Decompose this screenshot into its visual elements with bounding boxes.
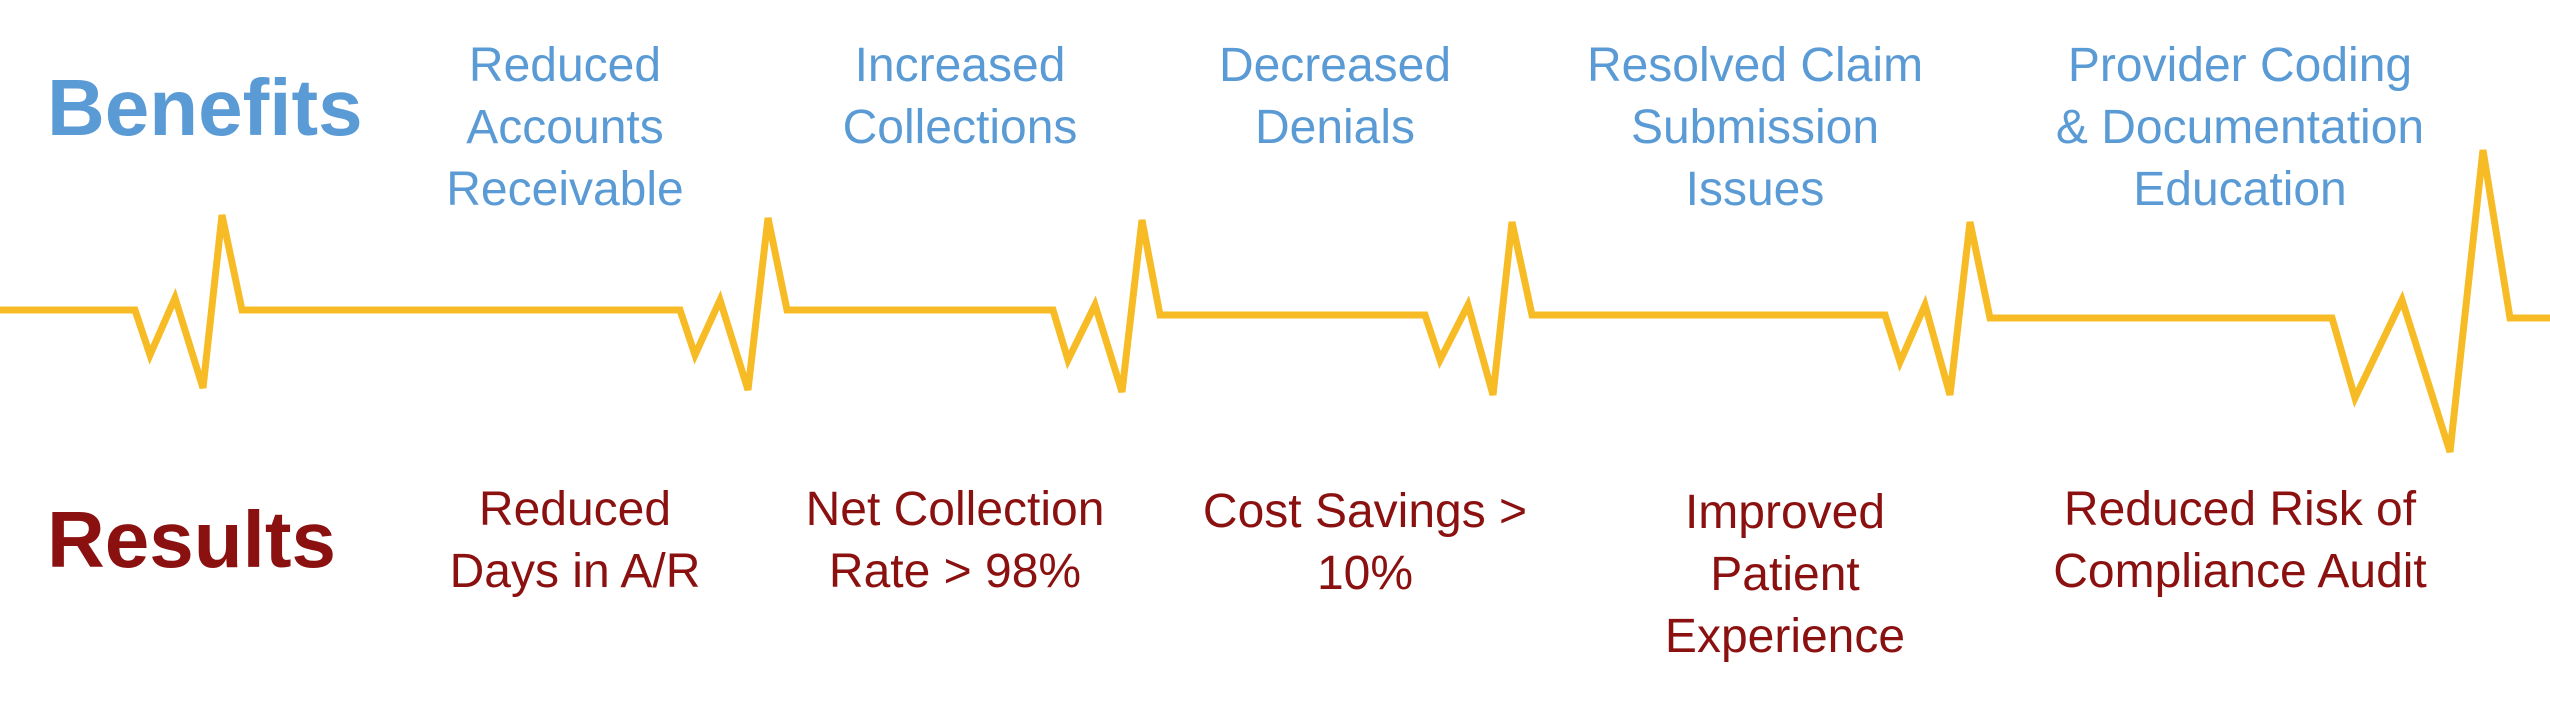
result-cost-savings: Cost Savings > 10% [1202, 485, 1528, 600]
benefits-heading: Benefits [47, 63, 363, 152]
benefit-resolved-claim-submission-issues: Resolved Claim Submission Issues [1586, 39, 1924, 216]
benefit-increased-collections: Increased Collections [842, 39, 1078, 154]
benefit-provider-coding-documentation-education: Provider Coding & Documentation Educatio… [2055, 39, 2425, 216]
benefit-reduced-accounts-receivable: Reduced Accounts Receivable [446, 39, 684, 216]
result-reduced-risk-compliance-audit: Reduced Risk of Compliance Audit [2053, 483, 2427, 598]
result-reduced-days-in-ar: Reduced Days in A/R [449, 483, 701, 598]
result-improved-patient-experience: Improved Patient Experience [1664, 486, 1906, 663]
results-heading: Results [47, 495, 336, 584]
heartbeat-line [0, 149, 2550, 454]
benefit-decreased-denials: Decreased Denials [1218, 39, 1452, 154]
result-net-collection-rate: Net Collection Rate > 98% [805, 483, 1105, 598]
